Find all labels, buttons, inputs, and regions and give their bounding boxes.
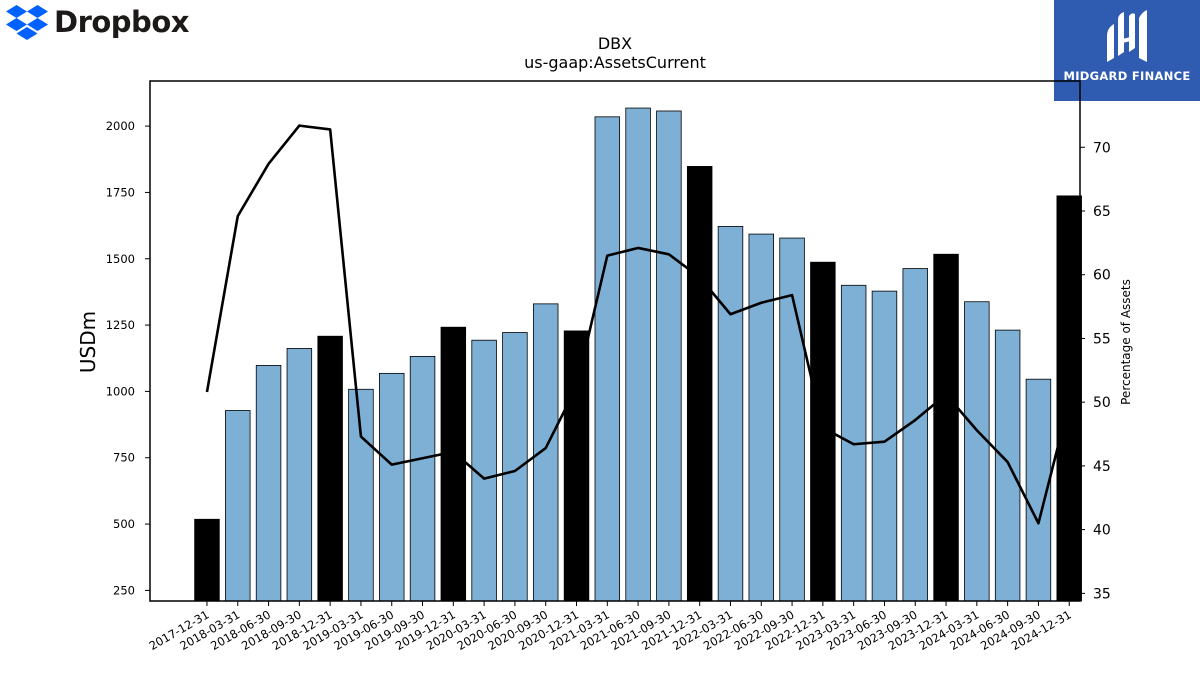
bar [717, 225, 744, 602]
bar [194, 518, 220, 602]
bar [1056, 195, 1082, 602]
bar [502, 332, 528, 602]
y2-tick-label: 50 [1093, 395, 1111, 411]
y-tick-label: 1250 [106, 318, 135, 332]
bar [379, 372, 405, 602]
y2-axis-label: Percentage of Assets [1119, 279, 1133, 405]
bar [779, 237, 805, 602]
y-tick-label: 2000 [106, 119, 135, 133]
y-tick-label: 1500 [106, 252, 135, 266]
bar [625, 107, 651, 602]
bar [225, 410, 251, 602]
y-tick-label: 750 [113, 451, 135, 465]
y-tick-label: 250 [113, 583, 135, 597]
y2-tick-label: 60 [1093, 268, 1111, 284]
bar [563, 330, 590, 602]
y-tick-label: 1000 [106, 384, 135, 398]
line-series [205, 124, 1071, 525]
bar [348, 388, 374, 602]
y2-tick-label: 45 [1093, 459, 1111, 475]
midgard-finance-logo: MIDGARD FINANCE [1054, 0, 1200, 101]
bar [656, 110, 682, 602]
bar [933, 253, 959, 602]
chart-title: DBX [598, 34, 632, 53]
y-tick-label: 500 [113, 517, 135, 531]
bar [409, 355, 436, 602]
dropbox-logo: Dropbox [6, 4, 189, 40]
bar [532, 303, 559, 602]
bar [440, 326, 467, 602]
bar [964, 301, 990, 602]
bar [994, 329, 1021, 602]
bar [871, 290, 898, 602]
bar [255, 365, 282, 602]
midgard-emblem-icon [1107, 10, 1147, 62]
brand-name: Dropbox [54, 5, 189, 39]
brand-name-right: MIDGARD FINANCE [1063, 69, 1191, 83]
y2-tick-label: 35 [1093, 586, 1111, 602]
y-tick-label: 1750 [106, 185, 135, 199]
y2-tick-label: 70 [1093, 140, 1111, 156]
bar [748, 233, 775, 602]
y2-tick-label: 65 [1093, 204, 1111, 220]
bar [317, 335, 343, 602]
plot-frame [149, 80, 1081, 602]
chart-subtitle: us-gaap:AssetsCurrent [524, 53, 706, 72]
bar [902, 268, 928, 602]
y2-tick-label: 55 [1093, 331, 1111, 347]
bar [686, 166, 713, 602]
bar [594, 116, 621, 602]
dropbox-icon [6, 5, 48, 40]
bar-series [194, 107, 1082, 602]
y2-tick-label: 40 [1093, 523, 1111, 539]
line-percentage-of-assets [205, 124, 1071, 525]
y-axis-label: USDm [76, 311, 100, 373]
bar [286, 348, 313, 602]
